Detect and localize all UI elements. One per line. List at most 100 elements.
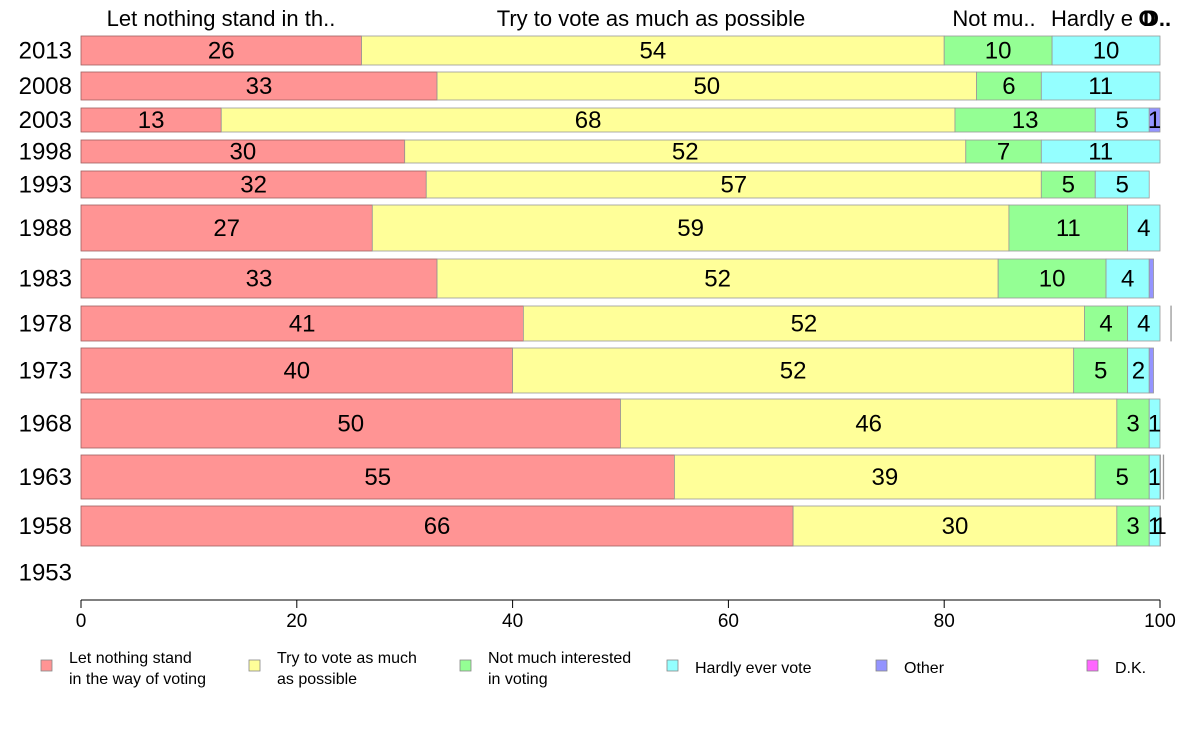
data-label: 50 — [337, 411, 364, 438]
bar-segment — [522, 305, 1085, 342]
year-label: 1968 — [19, 411, 72, 438]
bar-segment — [1094, 454, 1150, 500]
bar-segment — [1159, 454, 1161, 500]
year-label: 2013 — [19, 38, 72, 65]
data-label: 1 — [1148, 411, 1161, 438]
bar-segment — [425, 170, 1042, 199]
bar-segment — [976, 71, 1042, 101]
data-label: 1 — [1148, 107, 1161, 134]
data-label: 50 — [693, 73, 720, 100]
data-label: 11 — [1088, 139, 1113, 166]
bar-segment — [80, 170, 427, 199]
data-label: 1 — [1148, 513, 1161, 540]
bar-segment — [674, 454, 1096, 500]
data-label: 5 — [1062, 172, 1075, 199]
data-label: 11 — [1056, 215, 1081, 242]
x-tick-label: 100 — [1144, 611, 1176, 632]
bar-segment — [1170, 305, 1172, 342]
legend-label: Other — [904, 660, 945, 677]
column-header: Try to vote as much as possible — [497, 6, 806, 31]
year-label: 1958 — [19, 513, 72, 540]
bar-segment — [1127, 204, 1161, 252]
data-label: 13 — [138, 107, 165, 134]
data-label: 5 — [1094, 358, 1107, 385]
x-tick-label: 40 — [502, 611, 523, 632]
legend-label: Hardly ever vote — [695, 660, 812, 677]
data-label: 11 — [1088, 73, 1113, 100]
year-label: 2003 — [19, 107, 72, 134]
legend-swatch — [459, 659, 472, 672]
bar-segment — [1051, 35, 1161, 66]
data-label: 3 — [1126, 513, 1139, 540]
year-label: 1993 — [19, 172, 72, 199]
column-header: D.. — [1143, 6, 1171, 31]
bar-segment — [1073, 347, 1129, 394]
legend-swatch — [248, 659, 261, 672]
bar-segment — [80, 398, 621, 449]
data-label: 7 — [997, 139, 1010, 166]
data-label: 3 — [1126, 411, 1139, 438]
data-label: 33 — [246, 266, 273, 293]
data-label: 59 — [677, 215, 704, 242]
data-label: 52 — [672, 139, 699, 166]
data-label: 54 — [640, 38, 667, 65]
bar-segment — [80, 305, 524, 342]
bar-segment — [80, 204, 373, 252]
column-header: Let nothing stand in th.. — [107, 6, 336, 31]
bar-segment — [1159, 505, 1161, 547]
legend-label: in voting — [488, 671, 548, 688]
year-label: 2008 — [19, 73, 72, 100]
x-tick-label: 80 — [934, 611, 955, 632]
bar-segment — [1040, 71, 1161, 101]
data-label: 27 — [213, 215, 240, 242]
legend-label: Let nothing stand — [69, 650, 192, 667]
bar-segment — [1148, 258, 1154, 299]
legend-swatch — [875, 659, 888, 672]
bar-segment — [436, 258, 999, 299]
bar-segment — [1162, 454, 1165, 500]
data-label: 52 — [791, 311, 818, 338]
data-label: 33 — [246, 73, 273, 100]
bar-segment — [1105, 258, 1150, 299]
bar-segment — [361, 35, 945, 66]
bar-segment — [512, 347, 1075, 394]
bar-segment — [1148, 107, 1161, 133]
data-label: 30 — [942, 513, 969, 540]
bar-segment — [1116, 505, 1150, 547]
legend-swatch — [666, 659, 679, 672]
bar-segment — [954, 107, 1096, 133]
data-label: 5 — [1116, 464, 1129, 491]
legend-swatch — [40, 659, 53, 672]
year-label: 1988 — [19, 215, 72, 242]
data-label: 46 — [855, 411, 882, 438]
column-header: O — [1138, 6, 1155, 31]
bar-segment — [1094, 107, 1150, 133]
bar-segment — [436, 71, 977, 101]
bar-segment — [997, 258, 1107, 299]
year-label: 1998 — [19, 139, 72, 166]
legend-label: as possible — [277, 671, 357, 688]
bar-segment — [80, 505, 794, 547]
x-tick-label: 60 — [718, 611, 739, 632]
bar-segment — [1040, 170, 1096, 199]
data-label: 1 — [1153, 513, 1166, 540]
bar-segment — [80, 71, 438, 101]
data-label: 10 — [1093, 38, 1120, 65]
data-label: 40 — [283, 358, 310, 385]
data-label: 32 — [240, 172, 267, 199]
data-label: 2 — [1132, 358, 1145, 385]
data-label: 41 — [289, 311, 316, 338]
bar-segment — [80, 347, 514, 394]
bar-segment — [620, 398, 1118, 449]
data-label: 5 — [1116, 107, 1129, 134]
bar-segment — [371, 204, 1010, 252]
data-label: 10 — [985, 38, 1012, 65]
year-label: 1953 — [19, 560, 72, 587]
bar-segment — [1094, 170, 1150, 199]
bar-segment — [80, 258, 438, 299]
year-label: 1983 — [19, 266, 72, 293]
bar-segment — [220, 107, 956, 133]
data-label: 4 — [1137, 311, 1150, 338]
data-label: 68 — [575, 107, 602, 134]
